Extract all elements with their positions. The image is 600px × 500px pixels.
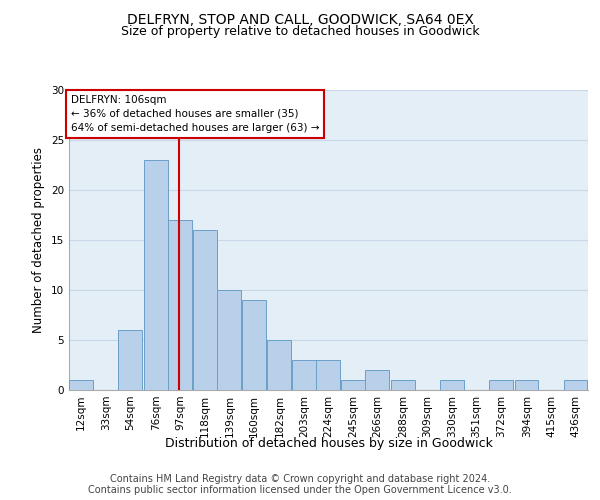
Bar <box>316 360 340 390</box>
Bar <box>168 220 192 390</box>
Y-axis label: Number of detached properties: Number of detached properties <box>32 147 46 333</box>
Text: DELFRYN, STOP AND CALL, GOODWICK, SA64 0EX: DELFRYN, STOP AND CALL, GOODWICK, SA64 0… <box>127 12 473 26</box>
Bar <box>217 290 241 390</box>
Bar <box>143 160 167 390</box>
Bar <box>267 340 291 390</box>
Bar <box>242 300 266 390</box>
Bar <box>341 380 365 390</box>
Bar <box>365 370 389 390</box>
Bar <box>563 380 587 390</box>
Bar <box>193 230 217 390</box>
Text: Distribution of detached houses by size in Goodwick: Distribution of detached houses by size … <box>165 438 493 450</box>
Bar <box>391 380 415 390</box>
Bar <box>292 360 316 390</box>
Text: DELFRYN: 106sqm
← 36% of detached houses are smaller (35)
64% of semi-detached h: DELFRYN: 106sqm ← 36% of detached houses… <box>71 95 319 133</box>
Text: Contains HM Land Registry data © Crown copyright and database right 2024.: Contains HM Land Registry data © Crown c… <box>110 474 490 484</box>
Bar <box>118 330 142 390</box>
Bar <box>489 380 513 390</box>
Bar <box>440 380 464 390</box>
Text: Contains public sector information licensed under the Open Government Licence v3: Contains public sector information licen… <box>88 485 512 495</box>
Bar <box>515 380 538 390</box>
Bar <box>69 380 93 390</box>
Text: Size of property relative to detached houses in Goodwick: Size of property relative to detached ho… <box>121 25 479 38</box>
